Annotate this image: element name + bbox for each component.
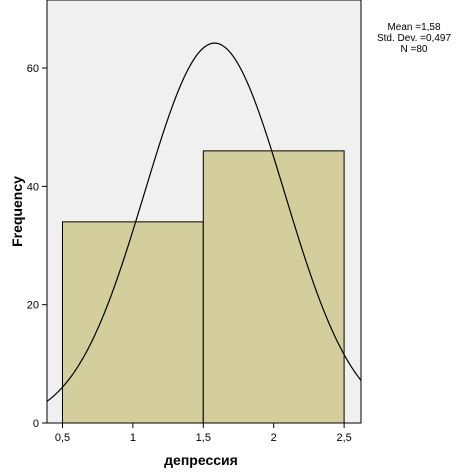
histogram-bar-2 xyxy=(202,150,345,424)
stats-mean: Mean =1,58 xyxy=(387,22,441,33)
plot-frame xyxy=(46,0,362,424)
bars-group xyxy=(61,150,345,424)
stats-box: Mean =1,58 Std. Dev. =0,497 N =80 xyxy=(377,22,451,55)
y-tick-label: 0 xyxy=(33,418,39,430)
y-axis-title: Frequency xyxy=(9,176,25,247)
x-tick-label: 2,5 xyxy=(336,432,351,444)
stats-n: N =80 xyxy=(401,44,428,55)
x-tick-label: 1 xyxy=(130,432,136,444)
x-axis-title: депрессия xyxy=(164,452,238,468)
x-tick-label: 2 xyxy=(271,432,277,444)
y-tick-label: 40 xyxy=(27,181,39,193)
x-tick-label: 1,5 xyxy=(196,432,211,444)
normal-curve xyxy=(46,42,362,402)
x-tick-label: 0,5 xyxy=(55,432,70,444)
stats-std-dev: Std. Dev. =0,497 xyxy=(377,33,451,44)
y-tick-label: 60 xyxy=(27,63,39,75)
histogram-bar-1 xyxy=(61,221,204,424)
y-tick-label: 20 xyxy=(27,300,39,312)
axes-group: 0 20 40 60 0,5 1 1,5 2 2,5 xyxy=(27,0,362,444)
